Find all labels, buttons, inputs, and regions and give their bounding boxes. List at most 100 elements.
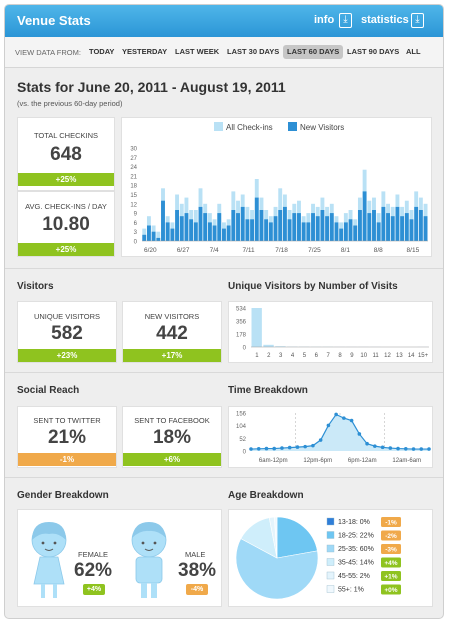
new-visitors-value: 442 bbox=[156, 323, 188, 344]
bar-new-visitors bbox=[381, 206, 386, 241]
age-change-pill bbox=[381, 584, 401, 595]
new-visitors-card: NEW VISITORS 442 +17% bbox=[122, 301, 222, 363]
age-change-pill bbox=[381, 544, 401, 554]
twitter-change: -1% bbox=[18, 453, 116, 466]
info-link[interactable]: info bbox=[314, 14, 335, 26]
age-legend-label: 13-18: 0% bbox=[338, 519, 370, 526]
bar-new-visitors bbox=[320, 210, 325, 241]
y-tick-label: 0 bbox=[243, 450, 247, 456]
age-pie-chart: 13-18: 0% -1% 18-25: 22% -2% 25-35: 60% -3% 35… bbox=[235, 516, 401, 600]
x-tick-label: 3 bbox=[279, 353, 283, 359]
info-download-icon[interactable]: ⤓ bbox=[339, 13, 352, 28]
statistics-link[interactable]: statistics bbox=[361, 14, 409, 26]
age-legend-swatch bbox=[326, 585, 335, 593]
filter-label: VIEW DATA FROM: bbox=[15, 48, 81, 57]
filter-last-60-days[interactable]: LAST 60 DAYS bbox=[283, 45, 344, 59]
time-point bbox=[403, 447, 408, 451]
divider bbox=[5, 268, 443, 269]
y-tick-label: 21 bbox=[130, 174, 137, 180]
page-title: Stats for June 20, 2011 - August 19, 201… bbox=[17, 79, 286, 95]
bar-new-visitors bbox=[217, 213, 222, 241]
bar-new-visitors bbox=[315, 216, 320, 241]
bar-new-visitors bbox=[418, 210, 423, 241]
age-legend-swatch bbox=[326, 544, 335, 553]
x-tick-label: 6pm-12am bbox=[348, 458, 377, 464]
y-tick-label: 178 bbox=[236, 333, 247, 339]
time-point bbox=[388, 446, 393, 450]
y-tick-label: 6 bbox=[134, 221, 138, 227]
unique-visitors-change: +23% bbox=[18, 349, 116, 362]
statistics-download-icon[interactable]: ⤓ bbox=[411, 13, 424, 28]
total-checkins-card: TOTAL CHECKINS 648 +25% bbox=[17, 117, 115, 191]
bar-new-visitors bbox=[203, 213, 208, 241]
male-figure-icon bbox=[131, 522, 167, 598]
bar-new-visitors bbox=[236, 213, 240, 241]
avg-checkins-value: 10.80 bbox=[42, 214, 90, 235]
age-change-pill bbox=[381, 530, 401, 541]
x-tick-label: 4 bbox=[291, 353, 295, 359]
time-point bbox=[380, 445, 385, 450]
x-tick-label: 8/15 bbox=[407, 247, 420, 254]
filter-last-week[interactable]: LAST WEEK bbox=[175, 47, 220, 56]
female-change: +4% bbox=[83, 584, 105, 595]
avg-checkins-label: AVG. CHECK-INS / DAY bbox=[25, 202, 107, 211]
male-value: 38% bbox=[178, 560, 217, 581]
gender-card: FEMALE 62% +4% MALE 38% -4% bbox=[17, 509, 222, 607]
x-tick-label: 2 bbox=[267, 353, 271, 359]
x-tick-label: 7/4 bbox=[210, 247, 219, 254]
avg-checkins-change: +25% bbox=[18, 243, 114, 256]
avg-checkins-card: AVG. CHECK-INS / DAY 10.80 +25% bbox=[17, 191, 115, 257]
x-tick-label: 10 bbox=[360, 353, 367, 359]
x-tick-label: 15+ bbox=[418, 353, 429, 359]
age-legend-swatch bbox=[326, 531, 335, 539]
time-point bbox=[264, 446, 269, 451]
page-subtitle: (vs. the previous 60-day period) bbox=[17, 99, 123, 108]
bar-new-visitors bbox=[222, 228, 226, 241]
bar-new-visitors bbox=[362, 191, 367, 241]
x-tick-label: 6 bbox=[315, 353, 319, 359]
gender-heading: Gender Breakdown bbox=[17, 490, 109, 501]
age-change-pill bbox=[381, 557, 401, 568]
filter-last-90-days[interactable]: LAST 90 DAYS bbox=[347, 47, 400, 56]
y-tick-label: 156 bbox=[236, 412, 247, 418]
twitter-label: SENT TO TWITTER bbox=[33, 416, 101, 425]
bar-new-visitors bbox=[404, 213, 409, 241]
bar-new-visitors bbox=[325, 216, 330, 241]
age-heading: Age Breakdown bbox=[228, 490, 304, 501]
bar-new-visitors bbox=[348, 219, 353, 241]
y-tick-label: 18 bbox=[130, 184, 137, 190]
social-reach-heading: Social Reach bbox=[17, 385, 80, 396]
x-tick-label: 12 bbox=[384, 353, 391, 359]
bar-new-visitors bbox=[259, 210, 264, 241]
y-tick-label: 534 bbox=[236, 307, 247, 313]
female-figure-icon bbox=[31, 522, 67, 598]
x-tick-label: 12am-6am bbox=[392, 458, 421, 464]
x-tick-label: 8 bbox=[338, 353, 342, 359]
bar-new-visitors bbox=[268, 222, 273, 241]
venue-stats-panel: Venue Stats info ⤓ statistics ⤓ VIEW DAT… bbox=[4, 4, 444, 619]
filter-today[interactable]: TODAY bbox=[89, 47, 115, 56]
new-visitors-label: NEW VISITORS bbox=[144, 312, 200, 321]
bar-new-visitors bbox=[170, 228, 175, 241]
filter-yesterday[interactable]: YESTERDAY bbox=[122, 47, 168, 56]
male-label: MALE bbox=[185, 550, 206, 559]
filter-all[interactable]: ALL bbox=[406, 47, 421, 56]
x-tick-label: 6am-12pm bbox=[259, 458, 288, 464]
x-tick-label: 6/27 bbox=[177, 247, 190, 254]
y-tick-label: 356 bbox=[236, 320, 247, 326]
bar-new-visitors bbox=[311, 213, 315, 241]
bar-new-visitors bbox=[250, 219, 255, 241]
time-point bbox=[256, 447, 261, 451]
bar-new-visitors bbox=[329, 213, 334, 241]
age-change-value: +0% bbox=[384, 587, 397, 594]
unique-visitors-label: UNIQUE VISITORS bbox=[33, 312, 101, 321]
time-point bbox=[280, 446, 284, 450]
x-tick-label: 8/8 bbox=[374, 247, 383, 254]
twitter-card: SENT TO TWITTER 21% -1% bbox=[17, 406, 117, 468]
age-legend-label: 25-35: 60% bbox=[338, 546, 374, 553]
total-checkins-value: 648 bbox=[50, 144, 82, 165]
bar-new-visitors bbox=[376, 222, 381, 241]
x-tick-label: 8/1 bbox=[341, 247, 350, 254]
filter-last-30-days[interactable]: LAST 30 DAYS bbox=[227, 47, 280, 56]
age-change-value: -1% bbox=[385, 520, 397, 527]
